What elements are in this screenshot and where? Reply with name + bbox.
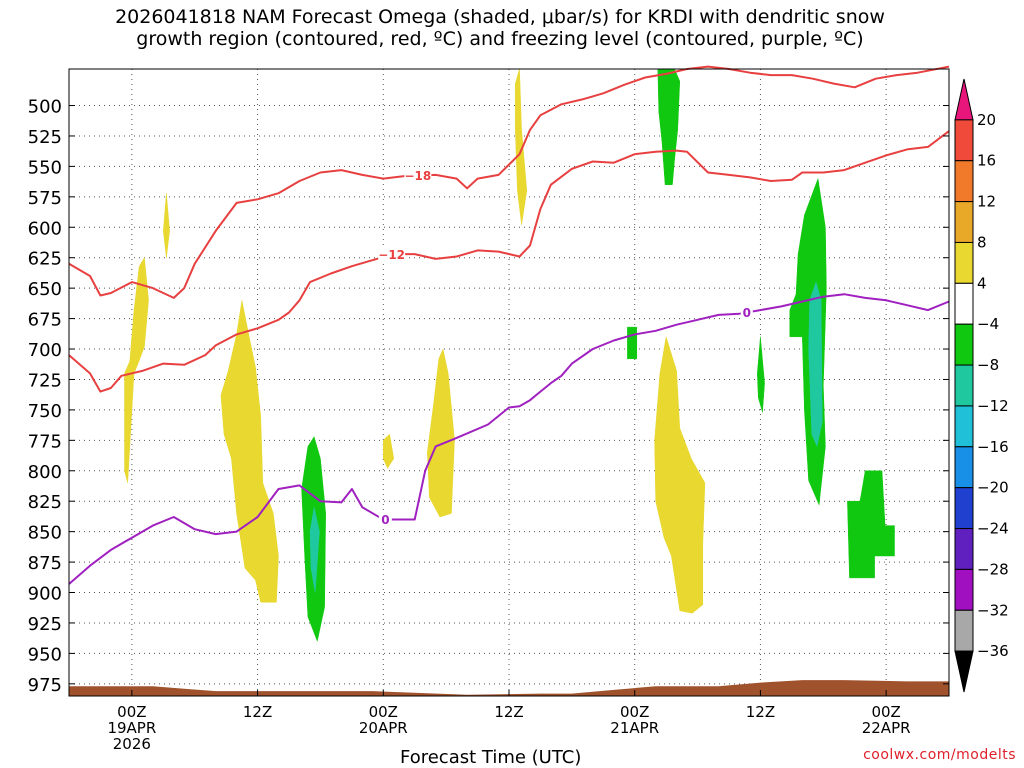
colorbar-label-7: −12 <box>977 397 1009 415</box>
y-tick-label-800: 800 <box>28 462 62 483</box>
colorbar-bottom-triangle <box>954 650 974 693</box>
y-tick-label-575: 575 <box>28 188 62 209</box>
freezing-level-line <box>68 293 950 585</box>
x-tick-label-66-0: 12Z <box>746 703 775 721</box>
y-tick-label-650: 650 <box>28 279 62 300</box>
colorbar-label-12: −32 <box>977 601 1009 619</box>
y-tick-label-950: 950 <box>28 644 62 665</box>
colorbar-swatch-8 <box>954 405 974 448</box>
x-tick-label-6-0: 00Z <box>117 703 146 721</box>
freezing-level-label2-bg <box>740 305 753 320</box>
title-line-2: growth region (contoured, red, ºC) and f… <box>136 28 864 50</box>
omega-region-10 <box>657 68 681 185</box>
colorbar-label-1: 16 <box>977 152 996 170</box>
x-tick-label-6-2: 2026 <box>113 735 151 753</box>
minus-18-contour-line <box>68 65 950 299</box>
omega-region-13 <box>808 281 823 447</box>
y-tick-label-900: 900 <box>28 584 62 605</box>
colorbar-swatch-13 <box>954 609 974 652</box>
omega-region-11 <box>757 336 765 413</box>
minus-12-contour-label-bg <box>378 247 406 262</box>
omega-region-6 <box>654 336 706 614</box>
colorbar: 20 16 12 8 4 −4 −8 −12 −16 −20 −24 −28 −32 −36 <box>954 78 1009 693</box>
y-tick-label-625: 625 <box>28 249 62 270</box>
omega-region-8 <box>309 507 320 593</box>
y-tick-label-500: 500 <box>28 97 62 118</box>
x-axis-title: Forecast Time (UTC) <box>400 747 582 768</box>
colorbar-label-3: 8 <box>977 233 987 251</box>
x-tick-label-54-0: 00Z <box>620 703 649 721</box>
y-tick-label-825: 825 <box>28 492 62 513</box>
colorbar-label-13: −36 <box>977 642 1009 660</box>
colorbar-label-0: 20 <box>977 111 996 129</box>
y-tick-label-550: 550 <box>28 157 62 178</box>
colorbar-label-5: −4 <box>977 315 999 333</box>
omega-region-2 <box>220 300 279 603</box>
colorbar-label-8: −16 <box>977 438 1009 456</box>
colorbar-swatch-1 <box>954 119 974 162</box>
y-tick-label-725: 725 <box>28 370 62 391</box>
y-tick-label-600: 600 <box>28 218 62 239</box>
y-tick-label-875: 875 <box>28 553 62 574</box>
colorbar-label-4: 4 <box>977 274 987 292</box>
y-tick-label-750: 750 <box>28 401 62 422</box>
omega-region-9 <box>627 326 638 360</box>
colorbar-top-triangle <box>954 78 974 121</box>
minus-12-contour-line <box>68 130 950 393</box>
freezing-level-label-2: 0 <box>743 306 751 320</box>
colorbar-swatch-9 <box>954 446 974 489</box>
colorbar-swatch-11 <box>954 528 974 570</box>
y-axis: 500 525 550 575 600 625 650 675 700 725 750 775 800 8… <box>28 97 949 696</box>
x-tick-label-54-1: 21APR <box>610 719 659 737</box>
title-line-1: 2026041818 NAM Forecast Omega (shaded, μ… <box>115 6 885 28</box>
x-tick-label-42-0: 12Z <box>494 703 523 721</box>
x-tick-label-78-1: 22APR <box>862 719 911 737</box>
site-credit: coolwx.com/modelts <box>863 747 1016 763</box>
colorbar-label-10: −24 <box>977 520 1009 538</box>
y-tick-label-675: 675 <box>28 310 62 331</box>
x-tick-label-78-0: 00Z <box>871 703 900 721</box>
x-tick-label-18-0: 12Z <box>243 703 272 721</box>
y-tick-label-700: 700 <box>28 340 62 361</box>
contour-layer: 0 0 −12 −18 <box>68 65 950 585</box>
minus-18-contour-label: −18 <box>404 169 431 183</box>
colorbar-swatch-6 <box>954 323 974 366</box>
omega-region-5 <box>515 68 528 226</box>
y-tick-label-975: 975 <box>28 675 62 696</box>
x-tick-label-30-1: 20APR <box>359 719 408 737</box>
x-tick-label-30-0: 00Z <box>369 703 398 721</box>
omega-region-1 <box>163 192 170 258</box>
omega-shading-layer <box>124 68 895 642</box>
gridlines <box>69 69 949 696</box>
colorbar-label-6: −8 <box>977 356 999 374</box>
y-tick-label-850: 850 <box>28 523 62 544</box>
colorbar-swatch-2 <box>954 160 974 203</box>
colorbar-swatch-5 <box>954 282 974 325</box>
omega-region-14 <box>847 470 895 579</box>
colorbar-label-11: −28 <box>977 560 1009 578</box>
colorbar-label-2: 12 <box>977 193 996 211</box>
omega-region-4 <box>427 348 455 518</box>
y-tick-label-925: 925 <box>28 614 62 635</box>
y-tick-label-525: 525 <box>28 127 62 148</box>
terrain-fill <box>69 680 949 696</box>
omega-region-3 <box>383 433 395 469</box>
colorbar-swatch-4 <box>954 241 974 284</box>
x-tick-label-6-1: 19APR <box>107 719 156 737</box>
colorbar-swatch-12 <box>954 568 974 611</box>
colorbar-label-9: −20 <box>977 479 1009 497</box>
minus-12-contour-label: −12 <box>378 248 405 262</box>
minus-18-contour-label-bg <box>404 168 432 183</box>
colorbar-swatch-7 <box>954 364 974 407</box>
colorbar-swatch-10 <box>954 487 974 530</box>
y-tick-label-775: 775 <box>28 431 62 452</box>
terrain-layer <box>69 680 949 696</box>
colorbar-swatch-3 <box>954 201 974 243</box>
freezing-level-label: 0 <box>381 513 389 527</box>
chart-title: 2026041818 NAM Forecast Omega (shaded, μ… <box>0 6 1000 50</box>
freezing-level-label-bg <box>378 512 392 527</box>
omega-region-0 <box>124 257 149 484</box>
